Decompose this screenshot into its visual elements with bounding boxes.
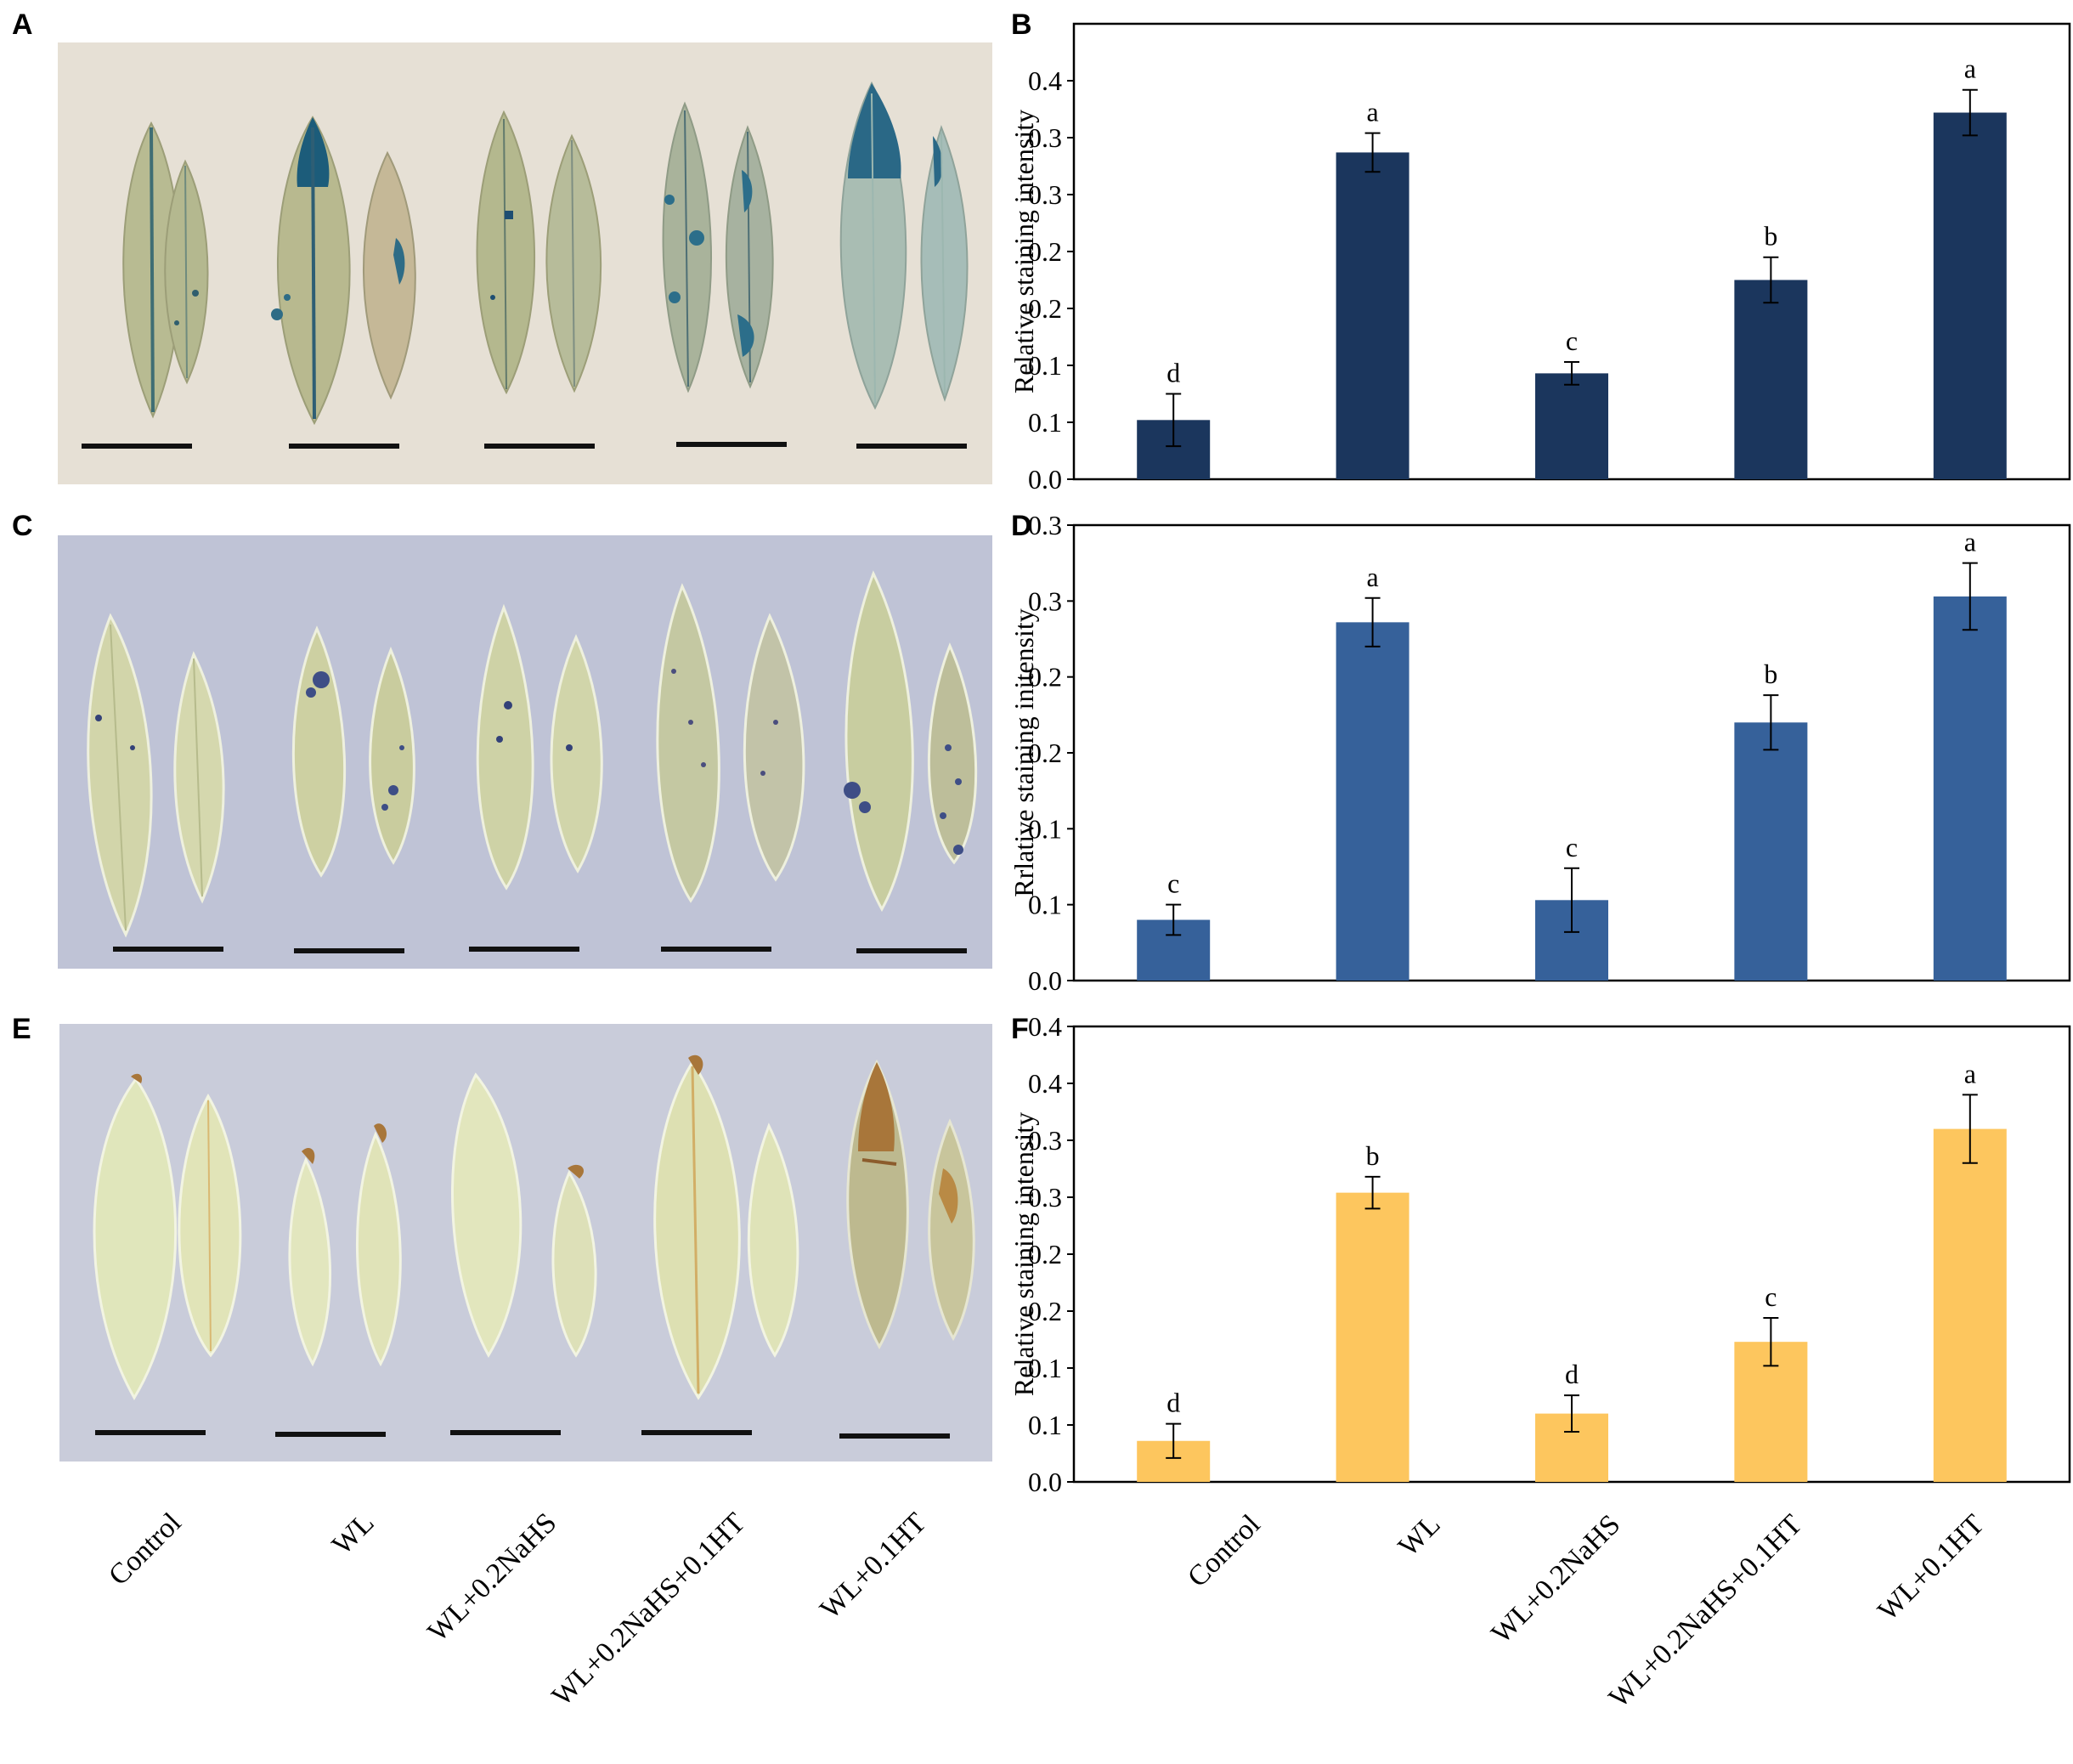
y-tick-label: 0.0 [1028,1467,1062,1497]
leaf-photo-a [58,42,992,484]
significance-letter: b [1764,221,1777,252]
significance-letter: d [1166,1388,1180,1418]
panel-letter-e: E [12,1013,31,1045]
significance-letter: a [1366,562,1378,592]
y-tick-label: 0.1 [1028,407,1062,438]
bar [1336,622,1409,981]
y-tick-label: 0.2 [1028,1296,1062,1326]
chart-b-svg: 0.0 0.1 0.1 0.2 0.2 0.3 0.3 0.4 Relative stainin… [1008,22,2071,495]
bar [1535,373,1608,479]
y-tick-label: 0.4 [1028,1011,1062,1042]
chart-d: 0.0 0.1 0.1 0.2 0.2 0.3 0.3 Rrlative staining i… [1008,501,2073,1003]
chart-f-svg: 0.0 0.1 0.1 0.2 0.2 0.3 0.3 0.4 0.4 Relative stai… [1008,1011,2071,1497]
bar [1933,112,2007,479]
bar [1734,722,1808,981]
y-axis-label: Relative staining intensity [1008,1112,1039,1396]
x-label-wl: WL [1392,1508,1447,1563]
photo-label-wl-ht: WL+0.1HT [814,1507,933,1625]
y-tick-label: 0.1 [1028,1410,1062,1440]
significance-letter: a [1964,527,1976,557]
y-tick-label: 0.4 [1028,1068,1062,1099]
panel-letter-b: B [1011,8,1032,41]
photo-label-wl-nahs: WL+0.2NaHS [421,1507,563,1648]
photo-label-wl: WL [326,1507,381,1562]
y-axis-label: Rrlative staining initensity [1008,608,1039,897]
significance-letter: c [1765,1281,1776,1312]
y-tick-label: 0.3 [1028,1182,1062,1213]
chart-f: 0.0 0.1 0.1 0.2 0.2 0.3 0.3 0.4 0.4 Relative stai… [1008,1003,2073,1504]
y-axis-label: Relative staining intensity [1008,110,1039,393]
bar [1336,1192,1409,1482]
y-tick-label: 0.1 [1028,813,1062,844]
significance-letter: b [1764,659,1777,689]
significance-letter: c [1566,832,1578,862]
panel-letter-d: D [1011,510,1032,542]
significance-letter: a [1964,1058,1976,1088]
y-tick-label: 0.3 [1028,122,1062,153]
significance-letter: d [1166,358,1180,388]
x-label-wl-nahs-ht: WL+0.2NaHS+0.1HT [1603,1508,1809,1715]
bar [1933,1128,2007,1482]
y-tick-label: 0.2 [1028,738,1062,768]
y-tick-label: 0.3 [1028,585,1062,616]
leaf-photo-e [59,1024,992,1462]
y-tick-label: 0.2 [1028,662,1062,693]
significance-letter: d [1565,1359,1579,1389]
y-tick-label: 0.3 [1028,1125,1062,1156]
y-tick-label: 0.1 [1028,350,1062,381]
photo-label-control: Control [103,1507,188,1592]
significance-letter: c [1167,868,1179,899]
bar [1734,280,1808,479]
panel-letter-a: A [12,8,33,41]
bar [1933,596,2007,981]
panel-letter-c: C [12,510,33,542]
chart-b: 0.0 0.1 0.1 0.2 0.2 0.3 0.3 0.4 Relative stainin… [1008,0,2073,501]
significance-letter: a [1366,97,1378,127]
significance-letter: a [1964,54,1976,84]
y-tick-label: 0.0 [1028,464,1062,495]
x-label-control: Control [1182,1508,1267,1594]
y-tick-label: 0.2 [1028,236,1062,267]
y-tick-label: 0.4 [1028,65,1062,96]
photo-label-wl-nahs-ht: WL+0.2NaHS+0.1HT [546,1507,752,1713]
y-tick-label: 0.0 [1028,965,1062,996]
y-tick-label: 0.2 [1028,1239,1062,1269]
significance-letter: c [1566,325,1578,356]
y-tick-label: 0.1 [1028,1353,1062,1383]
x-label-wl-ht: WL+0.1HT [1872,1508,1991,1627]
significance-letter: b [1366,1140,1380,1171]
y-tick-label: 0.2 [1028,293,1062,324]
panel-letter-f: F [1011,1013,1029,1045]
y-tick-label: 0.3 [1028,510,1062,540]
y-tick-label: 0.1 [1028,890,1062,920]
y-tick-label: 0.3 [1028,179,1062,210]
x-label-wl-nahs: WL+0.2NaHS [1485,1508,1627,1650]
leaf-photo-c [58,535,992,969]
bar [1336,152,1409,480]
